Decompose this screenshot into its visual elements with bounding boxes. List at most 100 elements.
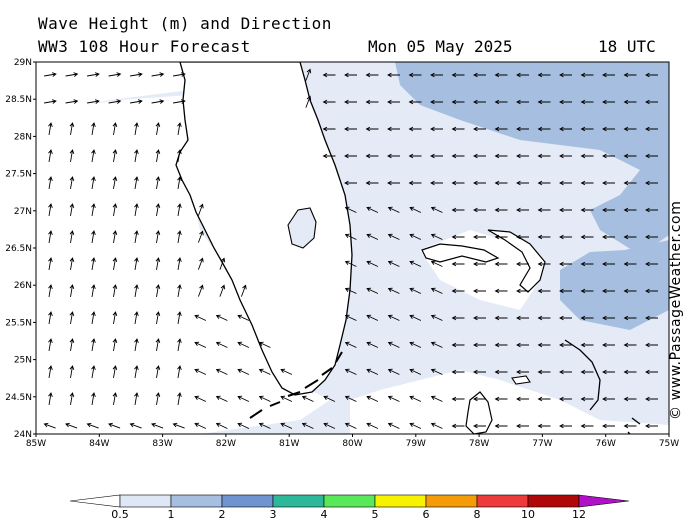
direction-arrow [602,396,615,402]
lat-label: 24.5N [5,393,32,403]
direction-arrow [623,180,637,186]
direction-arrows [43,68,658,429]
direction-arrow [516,126,529,132]
lon-label: 80W [342,439,362,449]
lon-label: 81W [279,439,299,449]
direction-arrow [215,395,228,402]
direction-arrow [537,126,551,132]
direction-arrow [623,99,637,105]
direction-arrow [537,369,551,375]
direction-arrow [537,99,551,105]
direction-arrow [645,288,658,294]
direction-arrow [559,315,572,321]
chart-title: Wave Height (m) and Direction [38,14,332,33]
lat-label: 24N [14,430,32,440]
direction-arrow [177,365,182,378]
direction-arrow [112,365,118,378]
direction-arrow [494,99,508,105]
direction-arrow [48,230,53,243]
direction-arrow [44,99,57,104]
direction-arrow [408,72,422,78]
longitude-axis: 85W 84W 83W 82W 81W 80W 79W 78W 77W 76W 75W [26,434,679,449]
direction-arrow [516,72,529,78]
direction-arrow [580,234,594,240]
direction-arrow [387,287,400,294]
direction-arrow [516,423,529,429]
direction-arrow [48,203,53,216]
legend-swatch [425,494,478,508]
direction-arrow [134,338,139,351]
lat-label: 27.5N [5,170,32,180]
direction-arrow [537,234,551,240]
direction-arrow [602,342,615,348]
direction-arrow [344,126,357,132]
direction-arrow [430,180,443,186]
direction-arrow [322,126,336,132]
direction-arrow [155,284,161,297]
florida-keys [249,351,343,419]
sea-calm-south [350,370,669,434]
legend-swatch [119,494,172,508]
direction-arrow [240,284,247,297]
direction-arrow [580,261,594,267]
direction-arrow [602,288,615,294]
direction-arrow [305,68,312,81]
legend-swatch [476,494,529,508]
direction-arrow [155,338,161,351]
direction-arrow [91,230,96,243]
direction-arrow [516,180,529,186]
direction-arrow [65,422,78,429]
direction-arrow [177,203,182,216]
direction-arrow [366,368,379,375]
direction-arrow [537,261,551,267]
direction-arrow [602,72,615,78]
direction-arrow [112,122,118,135]
direction-arrow [602,369,615,375]
direction-arrow [602,315,615,321]
direction-arrow [409,233,422,240]
direction-arrow [645,396,658,402]
direction-arrow [86,422,99,429]
legend-swatch [374,494,427,508]
direction-arrow [344,422,357,429]
direction-arrow [494,234,508,240]
direction-arrow [623,234,637,240]
direction-arrow [344,260,357,267]
direction-arrow [559,180,572,186]
direction-arrow [473,396,486,402]
lon-label: 84W [89,439,109,449]
legend-label: 6 [423,508,430,521]
legend-label: 12 [572,508,586,521]
direction-arrow [430,422,443,429]
site-credit: © www.PassageWeather.com [668,200,684,420]
direction-arrow [48,392,53,405]
direction-arrow [258,341,271,348]
direction-arrow [602,261,615,267]
direction-arrow [580,342,594,348]
direction-arrow [258,395,271,402]
direction-arrow [494,423,508,429]
forecast-date: Mon 05 May 2025 [368,37,513,56]
direction-arrow [430,314,443,321]
direction-arrow [112,338,118,351]
direction-arrow [69,257,75,270]
direction-arrow [623,369,637,375]
direction-arrow [451,288,465,294]
direction-arrow [430,260,443,267]
direction-arrow [451,396,465,402]
direction-arrow [516,153,529,159]
direction-arrow [48,149,53,162]
direction-arrow [473,234,486,240]
direction-arrow [580,153,594,159]
lon-label: 75W [659,439,679,449]
direction-arrow [516,396,529,402]
direction-arrow [473,153,486,159]
legend-label: 3 [270,508,277,521]
direction-arrow [112,257,118,270]
florida-landmass [175,62,353,396]
direction-arrow [559,207,572,213]
direction-arrow [134,122,139,135]
direction-arrow [623,342,637,348]
direction-arrow [134,392,139,405]
